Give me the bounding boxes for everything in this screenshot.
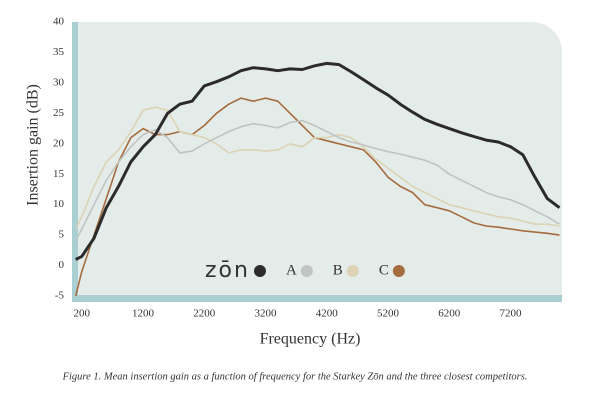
y-tick-label: -5 (55, 290, 65, 302)
x-tick-label: 7200 (500, 308, 523, 320)
series-line (74, 119, 560, 242)
y-tick-label: 40 (53, 16, 65, 28)
series-line (75, 61, 561, 261)
bottom-strip (72, 295, 562, 302)
x-tick-label: 6200 (438, 308, 461, 320)
x-tick-label: 4200 (316, 308, 339, 320)
left-strip (72, 22, 78, 302)
y-tick-label: 10 (53, 198, 65, 210)
y-tick-label: 20 (53, 137, 65, 149)
legend-dot (392, 265, 405, 277)
caption: Figure 1. Mean insertion gain as a funct… (62, 371, 528, 382)
legend-dot (300, 265, 313, 277)
legend-label: A (286, 262, 297, 278)
series-line (74, 106, 560, 230)
x-tick-label: 3200 (255, 308, 278, 320)
plot-background (72, 22, 562, 302)
x-tick-label: 200 (74, 308, 91, 320)
legend-label: C (379, 262, 389, 278)
legend-dot (346, 265, 359, 277)
x-tick-label: 5200 (377, 308, 400, 320)
x-tick-label: 2200 (193, 308, 216, 320)
x-tick-label: 1200 (132, 308, 155, 320)
y-tick-label: 15 (53, 168, 65, 180)
y-tick-label: 30 (53, 76, 65, 88)
legend-label: B (333, 262, 343, 278)
x-axis-label: Frequency (Hz) (260, 331, 361, 348)
lines (74, 61, 561, 297)
legend-dot (253, 265, 266, 277)
y-tick-label: 25 (53, 107, 65, 119)
y-axis-label: Insertion gain (dB) (25, 84, 42, 206)
y-tick-label: 5 (59, 229, 65, 241)
legend-label: zōn (205, 258, 250, 283)
y-tick-label: 35 (53, 46, 65, 58)
y-tick-label: 0 (59, 259, 65, 271)
